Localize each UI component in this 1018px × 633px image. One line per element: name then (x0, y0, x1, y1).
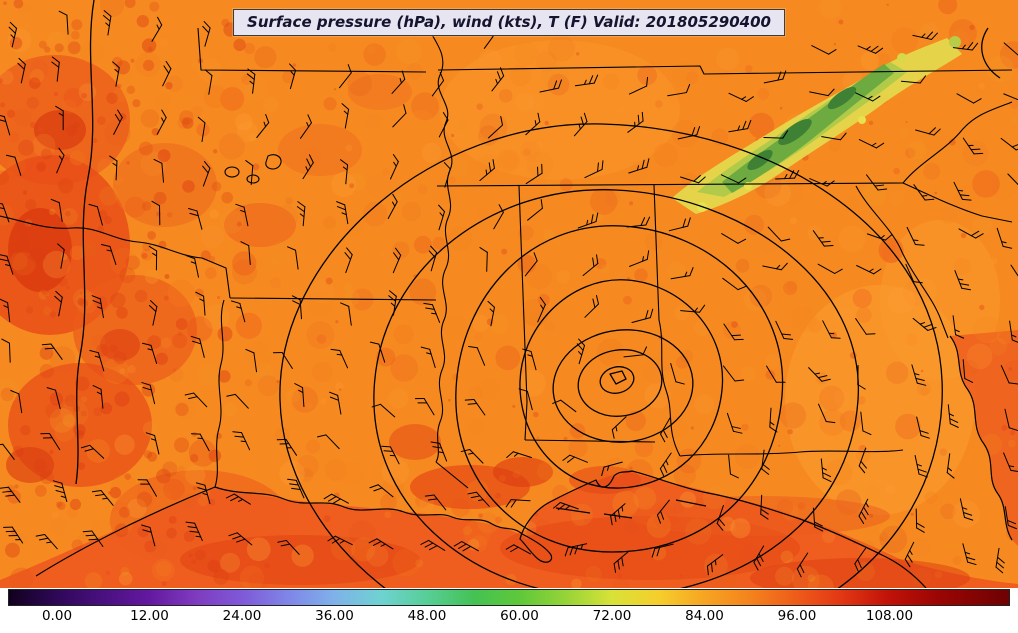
temperature-shading (0, 40, 1018, 588)
colorbar-tick-label: 0.00 (41, 608, 73, 624)
map-area: Surface pressure (hPa), wind (kts), T (F… (0, 0, 1018, 588)
colorbar-tick-label: 60.00 (500, 608, 539, 624)
colorbar-gradient (8, 589, 1010, 606)
colorbar-tick-label: 72.00 (592, 608, 632, 624)
colorbar-tick-labels: 0.00 12.00 24.00 36.00 48.00 60.00 72.00 84.00 9… (0, 608, 1018, 630)
wind-barbs (0, 10, 1018, 578)
state-borders (0, 27, 1013, 489)
cool-temperature-band (672, 36, 962, 214)
colorbar-tick-label: 108.00 (865, 608, 914, 624)
map-title-text: Surface pressure (hPa), wind (kts), T (F… (247, 13, 771, 31)
colorbar-tick-label: 24.00 (222, 608, 262, 624)
colorbar-tick-label: 96.00 (777, 608, 817, 624)
atlantic-water-fill (950, 330, 1018, 546)
colorbar-tick-label: 48.00 (407, 608, 447, 624)
colorbar-tick-label: 12.00 (130, 608, 169, 624)
temperature-mottling (0, 0, 1018, 588)
pressure-contours (75, 0, 1001, 588)
coastline (35, 335, 1013, 588)
colorbar-tick-label: 36.00 (315, 608, 354, 624)
colorbar-tick-label: 84.00 (685, 608, 724, 624)
map-title: Surface pressure (hPa), wind (kts), T (F… (233, 9, 785, 36)
map-svg (0, 0, 1018, 588)
